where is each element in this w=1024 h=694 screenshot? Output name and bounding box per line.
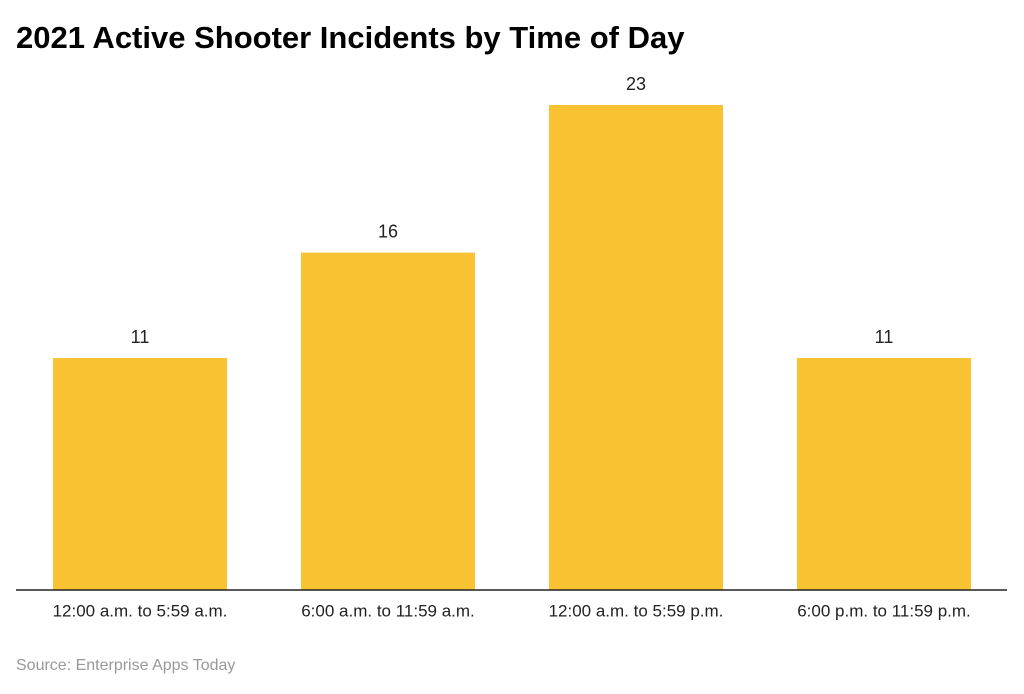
- bar: [549, 105, 723, 590]
- value-label: 11: [131, 327, 150, 347]
- x-tick-label: 12:00 a.m. to 5:59 p.m.: [549, 601, 724, 620]
- bar: [797, 358, 971, 590]
- chart-title: 2021 Active Shooter Incidents by Time of…: [16, 20, 685, 55]
- bar: [53, 358, 227, 590]
- bar: [301, 252, 475, 590]
- value-label: 23: [626, 74, 646, 94]
- value-label: 11: [875, 327, 894, 347]
- x-tick-label: 12:00 a.m. to 5:59 a.m.: [53, 601, 228, 620]
- x-tick-label: 6:00 p.m. to 11:59 p.m.: [797, 601, 971, 620]
- x-tick-label: 6:00 a.m. to 11:59 a.m.: [301, 601, 475, 620]
- value-label: 16: [378, 221, 398, 241]
- source-note: Source: Enterprise Apps Today: [16, 657, 235, 674]
